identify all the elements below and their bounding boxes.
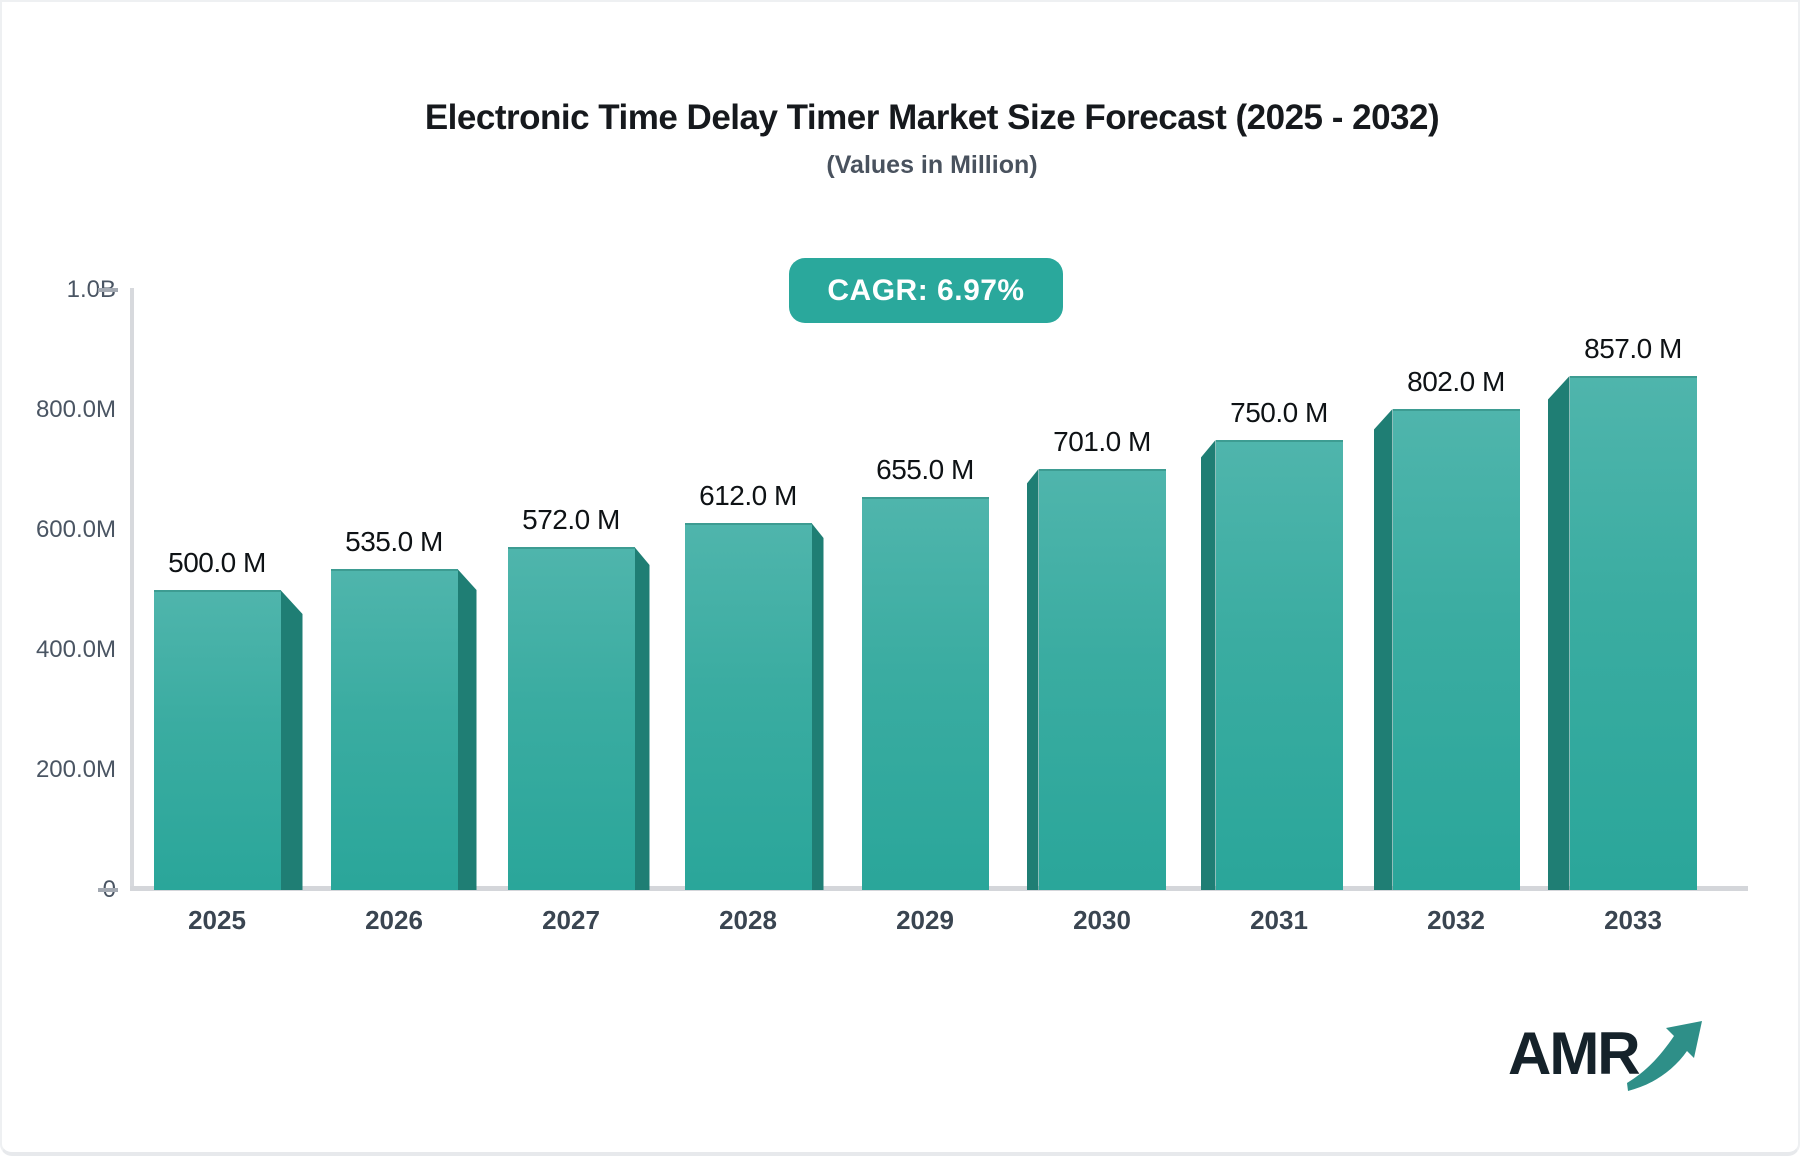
chart-subtitle: (Values in Million) xyxy=(826,151,1038,179)
amr-logo-text: AMR xyxy=(1508,1020,1641,1087)
bar-side-2030 xyxy=(1026,469,1039,890)
x-axis-label-2028: 2028 xyxy=(719,905,777,935)
bar-side-2025 xyxy=(280,590,303,890)
x-axis-label-2033: 2033 xyxy=(1604,905,1662,935)
x-axis-label-2025: 2025 xyxy=(188,905,246,935)
bar-value-label-2025: 500.0 M xyxy=(168,547,266,578)
cagr-badge-label: CAGR: 6.97% xyxy=(827,273,1025,307)
bar-value-label-2027: 572.0 M xyxy=(522,504,620,535)
y-tick-label-800.0M: 800.0M xyxy=(35,396,116,423)
bar-side-2032 xyxy=(1373,409,1393,890)
bar-value-label-2031: 750.0 M xyxy=(1230,397,1328,428)
bar-value-label-2029: 655.0 M xyxy=(876,454,974,485)
x-axis-label-2027: 2027 xyxy=(542,905,600,935)
bar-value-label-2028: 612.0 M xyxy=(699,480,797,511)
bar-side-2031 xyxy=(1200,440,1216,890)
cagr-badge: CAGR: 6.97% xyxy=(789,258,1063,323)
bar-2031 xyxy=(1215,440,1343,890)
bar-side-2027 xyxy=(634,547,650,890)
bar-side-2033 xyxy=(1547,376,1570,890)
x-axis-label-2030: 2030 xyxy=(1073,905,1131,935)
y-axis-line xyxy=(130,288,134,890)
x-axis-label-2032: 2032 xyxy=(1427,905,1485,935)
x-axis-label-2026: 2026 xyxy=(365,905,423,935)
trend-up-arrow-icon xyxy=(1626,1007,1706,1100)
bar-2025 xyxy=(153,590,281,890)
y-tick-label-600.0M: 600.0M xyxy=(35,516,116,543)
chart-title: Electronic Time Delay Timer Market Size … xyxy=(424,98,1440,137)
bar-value-label-2032: 802.0 M xyxy=(1407,366,1505,397)
bar-side-2028 xyxy=(811,523,824,890)
bar-2032 xyxy=(1392,409,1520,890)
bar-2033 xyxy=(1569,376,1697,890)
bar-2029 xyxy=(861,497,989,890)
bar-value-label-2026: 535.0 M xyxy=(345,526,443,557)
y-tick-mark xyxy=(98,288,118,292)
amr-logo: AMR xyxy=(1508,1007,1702,1097)
y-tick-label-200.0M: 200.0M xyxy=(35,756,116,783)
x-axis-label-2029: 2029 xyxy=(896,905,954,935)
bar-2028 xyxy=(684,523,812,890)
bar-side-2026 xyxy=(457,569,477,890)
bar-value-label-2030: 701.0 M xyxy=(1053,426,1151,457)
bar-value-label-2033: 857.0 M xyxy=(1584,333,1682,364)
y-tick-label-400.0M: 400.0M xyxy=(35,636,116,663)
y-tick-mark xyxy=(98,888,118,892)
bar-2026 xyxy=(330,569,458,890)
bar-2030 xyxy=(1038,469,1166,890)
bar-2027 xyxy=(507,547,635,890)
x-axis-label-2031: 2031 xyxy=(1250,905,1308,935)
